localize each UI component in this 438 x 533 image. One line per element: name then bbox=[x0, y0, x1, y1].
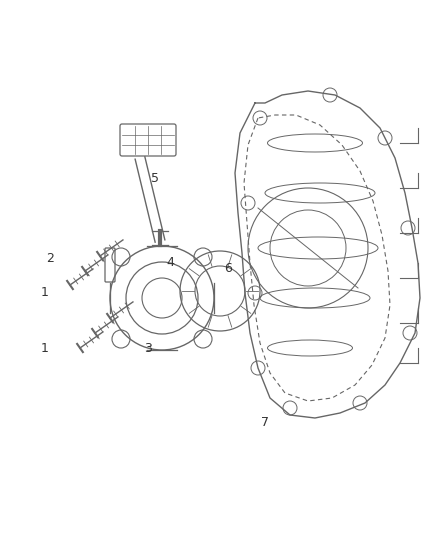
Text: 6: 6 bbox=[224, 262, 232, 274]
Text: 4: 4 bbox=[166, 256, 174, 270]
Text: 1: 1 bbox=[41, 342, 49, 354]
Text: 2: 2 bbox=[46, 252, 54, 264]
Text: 5: 5 bbox=[151, 172, 159, 184]
Text: 3: 3 bbox=[144, 342, 152, 354]
Text: 1: 1 bbox=[41, 287, 49, 300]
Text: 7: 7 bbox=[261, 416, 269, 430]
